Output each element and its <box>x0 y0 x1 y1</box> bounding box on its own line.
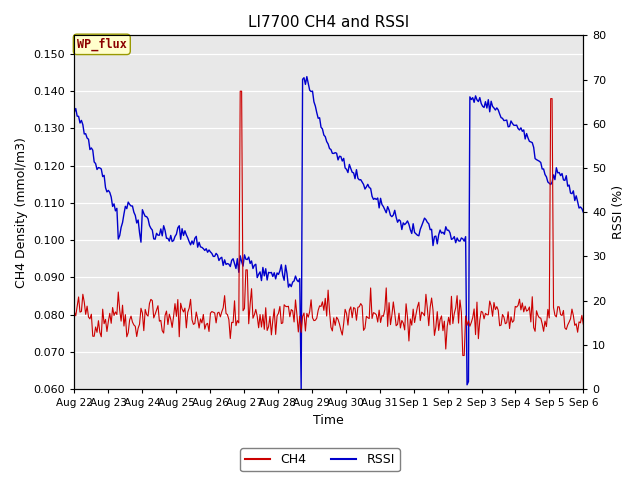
Legend: CH4, RSSI: CH4, RSSI <box>240 448 400 471</box>
Text: WP_flux: WP_flux <box>77 38 127 51</box>
Y-axis label: CH4 Density (mmol/m3): CH4 Density (mmol/m3) <box>15 137 28 288</box>
X-axis label: Time: Time <box>314 414 344 427</box>
Title: LI7700 CH4 and RSSI: LI7700 CH4 and RSSI <box>248 15 410 30</box>
Y-axis label: RSSI (%): RSSI (%) <box>612 185 625 239</box>
